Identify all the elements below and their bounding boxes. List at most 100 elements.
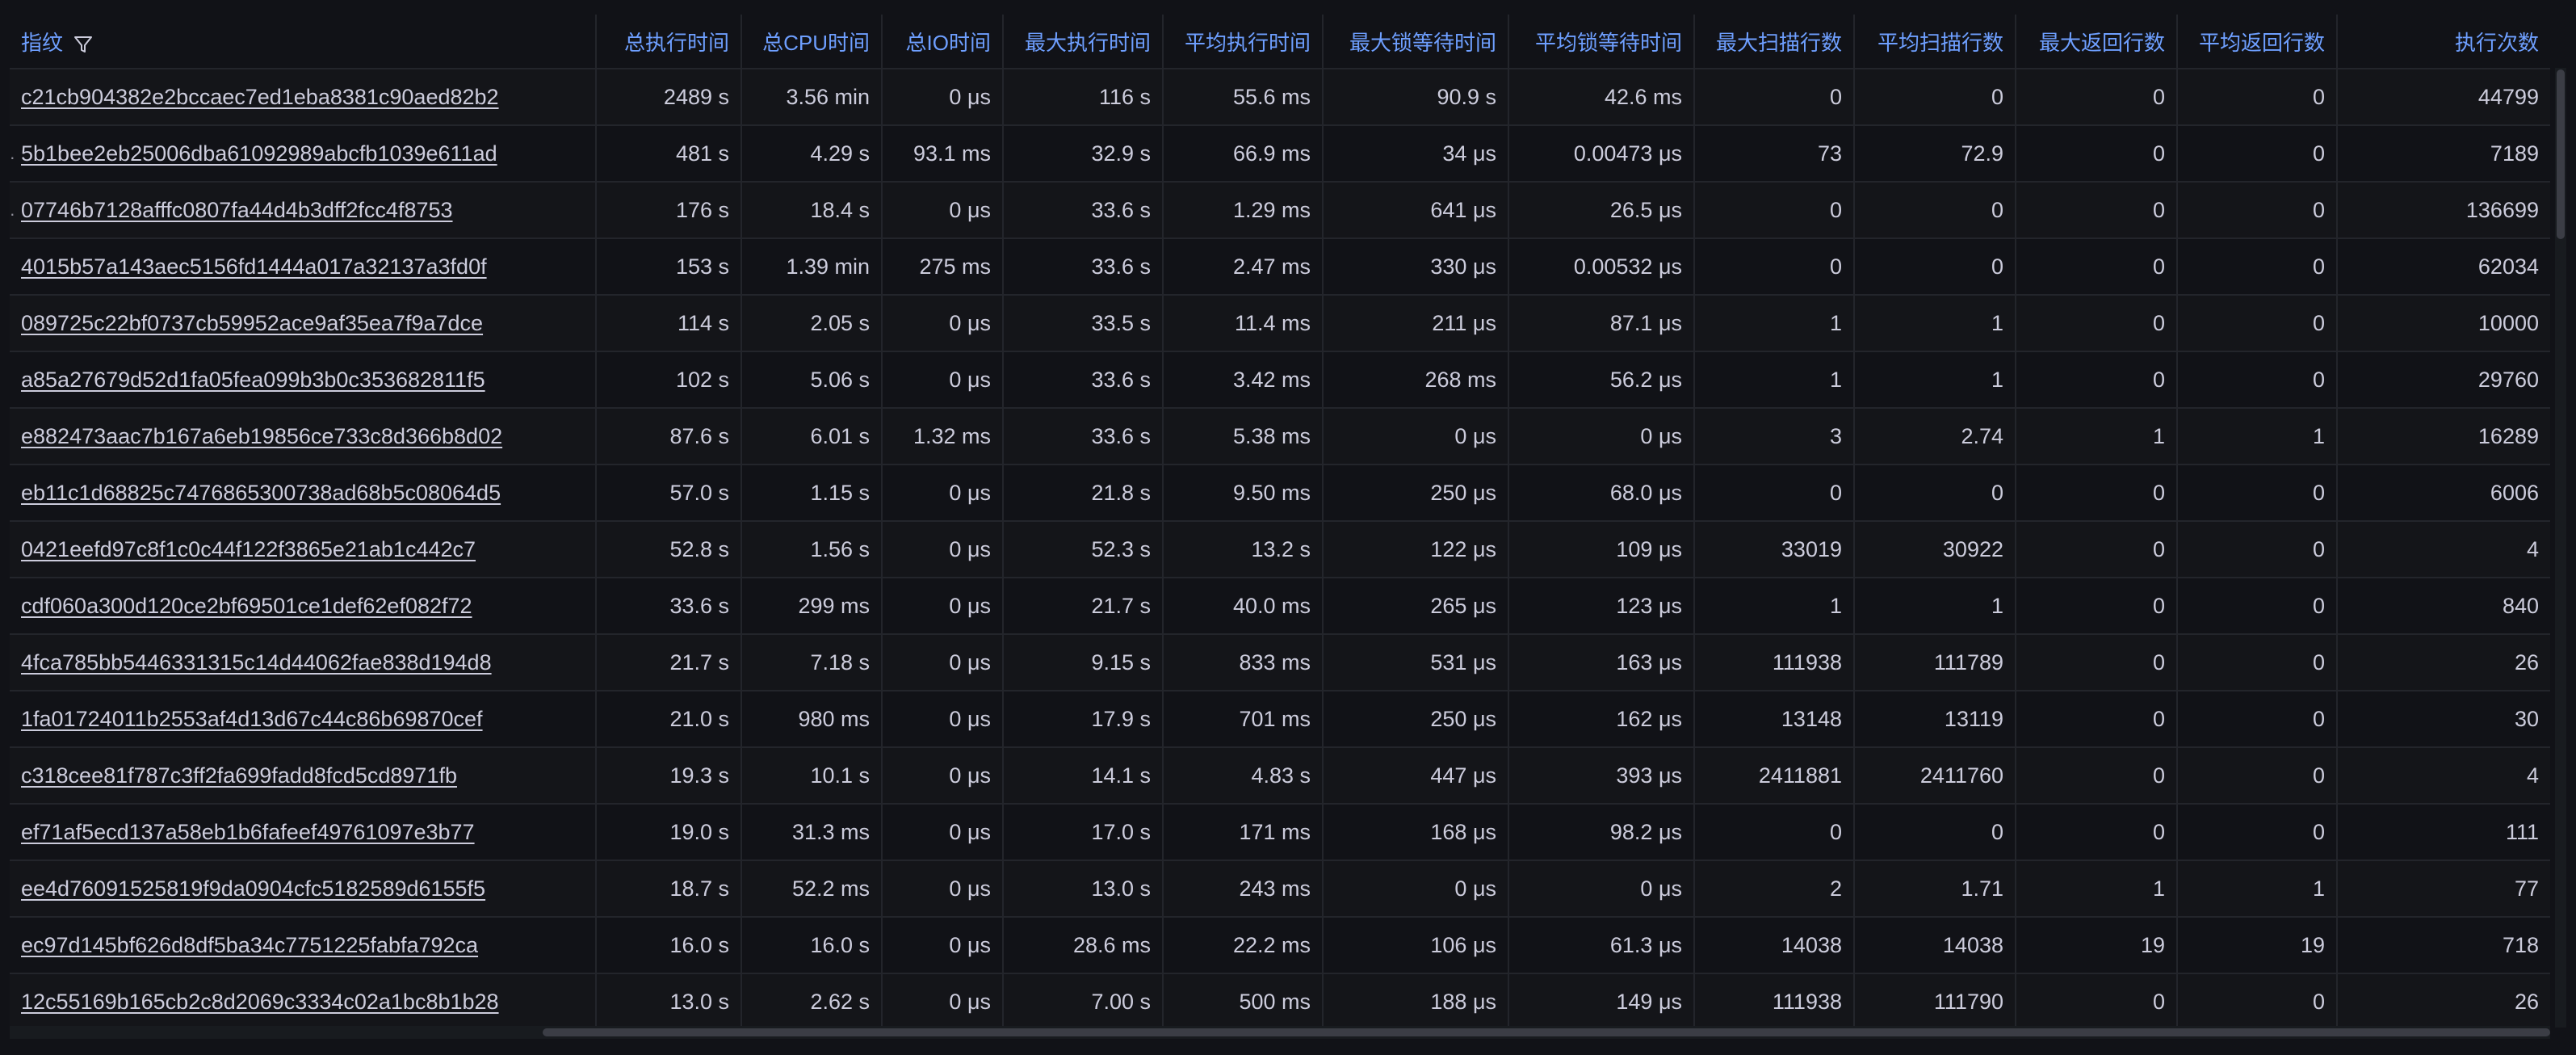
table-row[interactable]: ..a85a27679d52d1fa05fea099b3b0c353682811… xyxy=(10,351,2550,409)
column-header-total-cpu-time[interactable]: 总CPU时间 xyxy=(740,15,882,69)
cell-exec-count: 718 xyxy=(2336,917,2550,974)
cell-avg-exec-time: 40.0 ms xyxy=(1162,578,1323,635)
cell-max-exec-time: 33.5 s xyxy=(1002,295,1163,352)
fingerprint-link[interactable]: c21cb904382e2bccaec7ed1eba8381c90aed82b2 xyxy=(21,84,499,109)
cell-total-cpu-time: 7.18 s xyxy=(740,634,882,691)
fingerprint-link[interactable]: 5b1bee2eb25006dba61092989abcfb1039e611ad xyxy=(21,141,497,166)
column-header-label: 执行次数 xyxy=(2454,30,2539,55)
cell-avg-exec-time: 1.29 ms xyxy=(1162,182,1323,239)
cell-avg-rows-returned: 1 xyxy=(2176,408,2337,465)
table-row[interactable]: ..12c55169b165cb2c8d2069c3334c02a1bc8b1b… xyxy=(10,973,2550,1026)
vertical-scrollbar-thumb[interactable] xyxy=(2557,69,2565,239)
cell-fingerprint: ..1fa01724011b2553af4d13d67c44c86b69870c… xyxy=(10,691,596,748)
column-header-total-io-time[interactable]: 总IO时间 xyxy=(881,15,1003,69)
cell-max-lock-wait: 265 μs xyxy=(1322,578,1508,635)
column-header-max-lock-wait[interactable]: 最大锁等待时间 xyxy=(1322,15,1508,69)
table-row[interactable]: ...5b1bee2eb25006dba61092989abcfb1039e61… xyxy=(10,125,2550,183)
cell-total-io-time: 0 μs xyxy=(881,182,1003,239)
cell-total-cpu-time: 980 ms xyxy=(740,691,882,748)
cell-avg-rows-returned: 0 xyxy=(2176,295,2337,352)
cell-total-exec-time: 481 s xyxy=(595,125,741,183)
horizontal-scrollbar[interactable] xyxy=(10,1026,2550,1039)
cell-avg-rows-returned: 19 xyxy=(2176,917,2337,974)
fingerprint-link[interactable]: 0421eefd97c8f1c0c44f122f3865e21ab1c442c7 xyxy=(21,536,476,561)
column-header-avg-rows-returned[interactable]: 平均返回行数 xyxy=(2176,15,2337,69)
cell-max-rows-scanned: 111938 xyxy=(1693,634,1854,691)
column-header-exec-count[interactable]: 执行次数 xyxy=(2336,15,2550,69)
cell-max-exec-time: 13.0 s xyxy=(1002,860,1163,918)
cell-avg-rows-scanned: 1.71 xyxy=(1853,860,2016,918)
cell-avg-rows-returned: 0 xyxy=(2176,521,2337,578)
cell-max-rows-scanned: 2 xyxy=(1693,860,1854,918)
cell-max-rows-scanned: 1 xyxy=(1693,578,1854,635)
fingerprint-link[interactable]: 4015b57a143aec5156fd1444a017a32137a3fd0f xyxy=(21,254,487,279)
column-header-avg-exec-time[interactable]: 平均执行时间 xyxy=(1162,15,1323,69)
filter-icon[interactable] xyxy=(73,34,94,55)
cell-avg-rows-scanned: 0 xyxy=(1853,69,2016,126)
horizontal-scrollbar-thumb[interactable] xyxy=(543,1028,2550,1036)
fingerprint-link[interactable]: cdf060a300d120ce2bf69501ce1def62ef082f72 xyxy=(21,593,472,618)
cell-exec-count: 7189 xyxy=(2336,125,2550,183)
cell-total-io-time: 0 μs xyxy=(881,917,1003,974)
fingerprint-link[interactable]: 12c55169b165cb2c8d2069c3334c02a1bc8b1b28 xyxy=(21,989,499,1014)
column-header-avg-rows-scanned[interactable]: 平均扫描行数 xyxy=(1853,15,2016,69)
cell-avg-lock-wait: 0 μs xyxy=(1508,860,1694,918)
table-row[interactable]: ..1fa01724011b2553af4d13d67c44c86b69870c… xyxy=(10,691,2550,748)
fingerprint-link[interactable]: ef71af5ecd137a58eb1b6fafeef49761097e3b77 xyxy=(21,819,475,844)
table-row[interactable]: ..ec97d145bf626d8df5ba34c7751225fabfa792… xyxy=(10,917,2550,974)
table-row[interactable]: c21cb904382e2bccaec7ed1eba8381c90aed82b2… xyxy=(10,69,2550,126)
table-row[interactable]: 4015b57a143aec5156fd1444a017a32137a3fd0f… xyxy=(10,238,2550,296)
table-row[interactable]: ...07746b7128afffc0807fa44d4b3dff2fcc4f8… xyxy=(10,182,2550,239)
table-row[interactable]: ..089725c22bf0737cb59952ace9af35ea7f9a7d… xyxy=(10,295,2550,352)
table-row[interactable]: ..cdf060a300d120ce2bf69501ce1def62ef082f… xyxy=(10,578,2550,635)
vertical-scrollbar[interactable] xyxy=(2555,68,2566,1028)
cell-max-rows-scanned: 33019 xyxy=(1693,521,1854,578)
table-row[interactable]: ..eb11c1d68825c7476865300738ad68b5c08064… xyxy=(10,464,2550,522)
cell-avg-lock-wait: 0 μs xyxy=(1508,408,1694,465)
cell-total-exec-time: 87.6 s xyxy=(595,408,741,465)
cell-max-lock-wait: 90.9 s xyxy=(1322,69,1508,126)
fingerprint-link[interactable]: eb11c1d68825c7476865300738ad68b5c08064d5 xyxy=(21,480,501,505)
cell-max-rows-returned: 0 xyxy=(2015,351,2177,409)
cell-max-exec-time: 17.9 s xyxy=(1002,691,1163,748)
fingerprint-link[interactable]: c318cee81f787c3ff2fa699fadd8fcd5cd8971fb xyxy=(21,763,457,788)
cell-total-cpu-time: 18.4 s xyxy=(740,182,882,239)
cell-max-rows-returned: 0 xyxy=(2015,464,2177,522)
column-header-max-exec-time[interactable]: 最大执行时间 xyxy=(1002,15,1163,69)
column-header-max-rows-scanned[interactable]: 最大扫描行数 xyxy=(1693,15,1854,69)
fingerprint-link[interactable]: a85a27679d52d1fa05fea099b3b0c353682811f5 xyxy=(21,367,485,392)
cell-max-rows-scanned: 1 xyxy=(1693,351,1854,409)
cell-avg-rows-scanned: 72.9 xyxy=(1853,125,2016,183)
cell-avg-exec-time: 66.9 ms xyxy=(1162,125,1323,183)
cell-exec-count: 136699 xyxy=(2336,182,2550,239)
cell-max-exec-time: 33.6 s xyxy=(1002,238,1163,296)
cell-avg-lock-wait: 0.00473 μs xyxy=(1508,125,1694,183)
table-row[interactable]: ..e882473aac7b167a6eb19856ce733c8d366b8d… xyxy=(10,408,2550,465)
table-row[interactable]: ..ef71af5ecd137a58eb1b6fafeef49761097e3b… xyxy=(10,804,2550,861)
column-header-max-rows-returned[interactable]: 最大返回行数 xyxy=(2015,15,2177,69)
table-row[interactable]: ..ee4d76091525819f9da0904cfc5182589d6155… xyxy=(10,860,2550,918)
cell-avg-lock-wait: 68.0 μs xyxy=(1508,464,1694,522)
table-row[interactable]: ..4fca785bb5446331315c14d44062fae838d194… xyxy=(10,634,2550,691)
cell-max-rows-scanned: 0 xyxy=(1693,464,1854,522)
cell-total-cpu-time: 2.62 s xyxy=(740,973,882,1026)
fingerprint-link[interactable]: 4fca785bb5446331315c14d44062fae838d194d8 xyxy=(21,649,492,675)
column-header-avg-lock-wait[interactable]: 平均锁等待时间 xyxy=(1508,15,1694,69)
column-header-total-exec-time[interactable]: 总执行时间 xyxy=(595,15,741,69)
fingerprint-link[interactable]: 089725c22bf0737cb59952ace9af35ea7f9a7dce xyxy=(21,310,484,335)
fingerprint-link[interactable]: ee4d76091525819f9da0904cfc5182589d6155f5 xyxy=(21,876,486,901)
fingerprint-link[interactable]: 1fa01724011b2553af4d13d67c44c86b69870cef xyxy=(21,706,483,731)
cell-total-exec-time: 18.7 s xyxy=(595,860,741,918)
table-row[interactable]: ..c318cee81f787c3ff2fa699fadd8fcd5cd8971… xyxy=(10,747,2550,805)
fingerprint-link[interactable]: ec97d145bf626d8df5ba34c7751225fabfa792ca xyxy=(21,932,479,957)
cell-avg-lock-wait: 149 μs xyxy=(1508,973,1694,1026)
cell-max-lock-wait: 447 μs xyxy=(1322,747,1508,805)
fingerprint-link[interactable]: 07746b7128afffc0807fa44d4b3dff2fcc4f8753 xyxy=(21,197,453,222)
column-header-fingerprint[interactable]: 指纹 xyxy=(10,15,596,69)
cell-total-exec-time: 114 s xyxy=(595,295,741,352)
table-row[interactable]: ..0421eefd97c8f1c0c44f122f3865e21ab1c442… xyxy=(10,521,2550,578)
fingerprint-link[interactable]: e882473aac7b167a6eb19856ce733c8d366b8d02 xyxy=(21,423,503,448)
cell-max-exec-time: 17.0 s xyxy=(1002,804,1163,861)
cell-total-exec-time: 21.7 s xyxy=(595,634,741,691)
column-header-label: 指纹 xyxy=(21,30,64,55)
